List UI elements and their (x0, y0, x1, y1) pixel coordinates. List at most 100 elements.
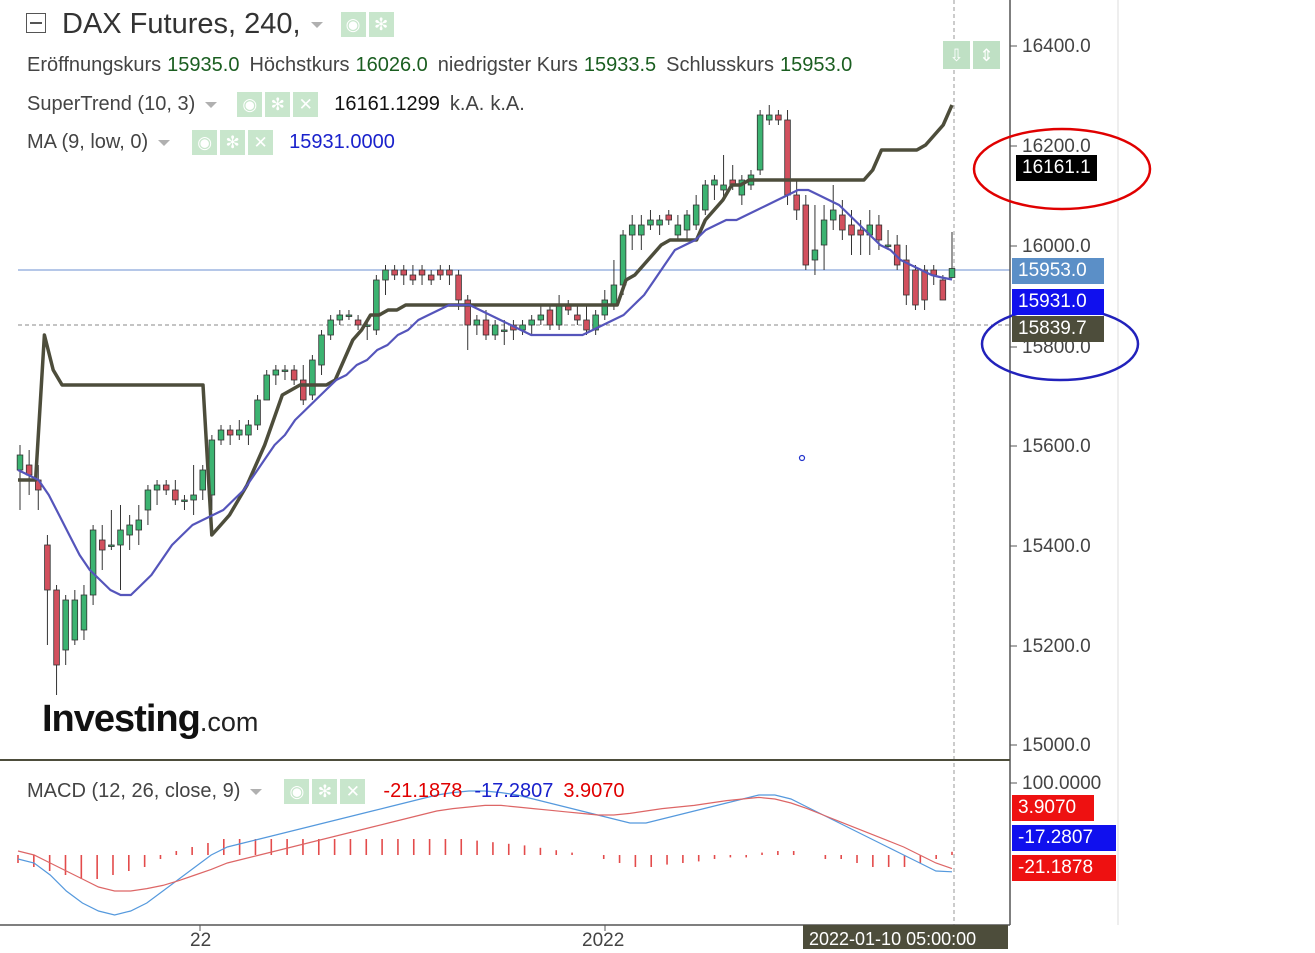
arrows-updown-icon[interactable]: ⇕ (973, 41, 1000, 69)
candle-body (692, 204, 700, 226)
eye-icon[interactable]: ◉ (192, 130, 218, 155)
candle (80, 585, 88, 640)
candle (811, 205, 819, 275)
candle-body (80, 594, 88, 631)
gear-icon[interactable]: ✻ (312, 779, 338, 804)
candle (345, 310, 353, 320)
chevron-down-icon[interactable] (250, 788, 263, 795)
supertrend-na-2: k.A. (490, 93, 525, 115)
eye-icon[interactable]: ◉ (237, 92, 263, 117)
candle (766, 105, 773, 125)
chevron-down-icon[interactable] (310, 21, 323, 28)
candle (537, 305, 545, 325)
macd-signal-line (17, 796, 953, 892)
candle (574, 305, 581, 325)
candle (427, 270, 435, 285)
candle-body (44, 544, 51, 591)
crosshair-price-tag: 15839.7 (1012, 316, 1104, 342)
candle-body (647, 219, 654, 226)
candle (683, 210, 691, 240)
x-axis-label: 22 (190, 930, 212, 951)
candle (720, 155, 727, 200)
candle (53, 585, 60, 695)
close-icon[interactable]: ✕ (248, 130, 274, 155)
supertrend-label: SuperTrend (10, 3) (27, 93, 196, 115)
supertrend-na-1: k.A. (449, 93, 485, 115)
price-axis-label: 15800.0 (1022, 337, 1091, 358)
high-value: 16026.0 (355, 54, 428, 76)
price-axis-label: 15400.0 (1022, 536, 1091, 557)
candle (610, 260, 618, 310)
macd-hist-value: 3.9070 (563, 780, 625, 802)
candle (272, 365, 280, 385)
chart-marker (798, 454, 806, 462)
ma-value: 15931.0000 (289, 131, 395, 153)
grid-layer (18, 0, 1010, 925)
candle-body (144, 489, 152, 511)
gear-icon[interactable]: ✻ (265, 92, 291, 117)
candle-body (537, 314, 545, 321)
candle (391, 265, 398, 280)
eye-icon[interactable]: ◉ (340, 12, 366, 37)
candle (555, 295, 563, 330)
candle-body (199, 469, 206, 491)
candles-layer (16, 105, 956, 695)
candle (62, 595, 69, 665)
arrow-down-icon[interactable]: ⇩ (943, 41, 970, 69)
open-value: 15935.0 (167, 54, 240, 76)
candle (199, 465, 206, 500)
candle (473, 315, 481, 335)
supertrend-price-tag: 16161.1 (1016, 155, 1097, 181)
candle (756, 110, 764, 175)
candle (702, 180, 709, 215)
ma-price-tag: 15931.0 (1012, 289, 1104, 315)
candle-body (775, 114, 782, 121)
candle-body (318, 334, 325, 366)
candle-body (948, 268, 956, 278)
macd-line-tag: -21.1878 (1012, 855, 1116, 881)
candle (802, 195, 810, 270)
candle (775, 110, 782, 125)
candle (44, 535, 51, 645)
candle-body (153, 484, 161, 491)
candle (546, 305, 554, 330)
chevron-down-icon[interactable] (158, 139, 171, 146)
candle (25, 450, 33, 495)
price-axis-label: 16200.0 (1022, 136, 1091, 157)
candle (884, 230, 892, 250)
gear-icon[interactable]: ✻ (220, 130, 246, 155)
candle (190, 465, 197, 515)
candle (647, 210, 654, 230)
collapse-icon[interactable] (26, 13, 46, 33)
candle-body (638, 224, 645, 236)
low-label: niedrigster Kurs (437, 54, 578, 76)
price-axis-label: 15600.0 (1022, 436, 1091, 457)
macd-hist-tag: 3.9070 (1012, 795, 1094, 821)
candle (793, 180, 800, 220)
chevron-down-icon[interactable] (205, 101, 218, 108)
eye-icon[interactable]: ◉ (284, 779, 310, 804)
candle-body (884, 244, 892, 247)
candle-body (281, 369, 289, 372)
candle (893, 235, 901, 270)
candle (665, 210, 672, 225)
gear-icon[interactable]: ✻ (368, 12, 394, 37)
candle (491, 320, 499, 340)
candle-body (921, 269, 928, 301)
candle-body (628, 224, 636, 236)
ma-line (17, 188, 953, 597)
price-axis-label: 15000.0 (1022, 735, 1091, 756)
candle (656, 215, 663, 235)
close-icon[interactable]: ✕ (340, 779, 366, 804)
candle-body (89, 529, 97, 596)
candle-body (482, 319, 490, 336)
close-icon[interactable]: ✕ (293, 92, 319, 117)
candle (318, 330, 325, 375)
candle-body (665, 214, 672, 221)
candle-body (939, 279, 947, 301)
candle (336, 310, 344, 325)
candle-body (811, 249, 819, 261)
logo-main: Investing (42, 698, 201, 740)
candle (711, 175, 718, 200)
